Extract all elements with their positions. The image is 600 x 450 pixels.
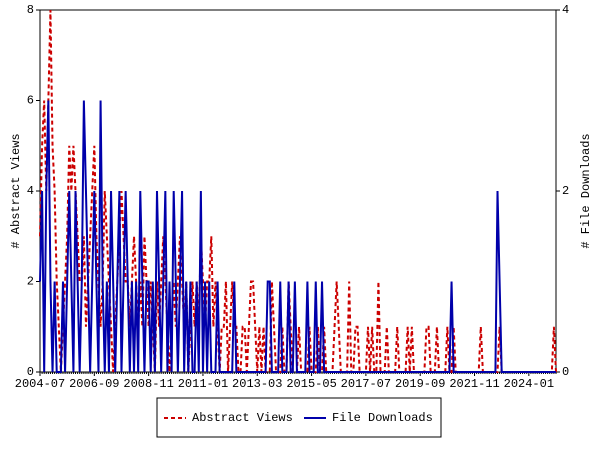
y-tick-label: 2 — [27, 275, 34, 289]
y2-axis-title: # File Downloads — [579, 133, 593, 248]
x-tick-label: 2013-03 — [232, 377, 282, 391]
x-tick-label: 2024-01 — [504, 377, 554, 391]
y2-tick-label: 4 — [562, 3, 569, 17]
x-tick-label: 2021-11 — [449, 377, 499, 391]
y2-tick-label: 2 — [562, 184, 569, 198]
x-tick-label: 2017-07 — [341, 377, 391, 391]
legend-label: Abstract Views — [192, 411, 293, 425]
x-tick-label: 2015-05 — [286, 377, 336, 391]
y-tick-label: 4 — [27, 184, 34, 198]
legend-label: File Downloads — [332, 411, 433, 425]
y-tick-label: 0 — [27, 365, 34, 379]
y-axis-title: # Abstract Views — [9, 133, 23, 248]
x-tick-label: 2004-07 — [15, 377, 65, 391]
x-tick-label: 2011-01 — [178, 377, 228, 391]
x-tick-label: 2008-11 — [123, 377, 173, 391]
x-tick-label: 2019-09 — [395, 377, 445, 391]
y2-tick-label: 0 — [562, 365, 569, 379]
y-tick-label: 6 — [27, 94, 34, 108]
y-tick-label: 8 — [27, 3, 34, 17]
series-line — [39, 100, 556, 373]
legend-box — [156, 397, 442, 438]
x-tick-label: 2006-09 — [69, 377, 119, 391]
